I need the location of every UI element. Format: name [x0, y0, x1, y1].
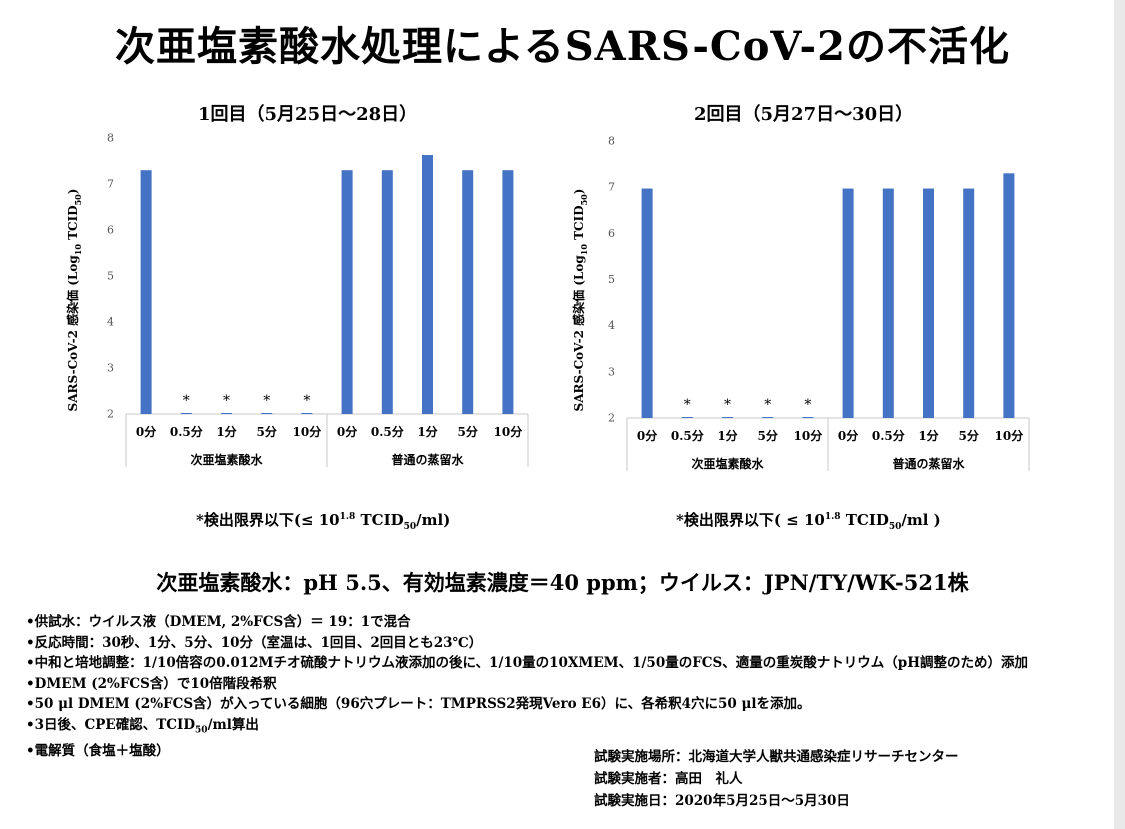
- y-tick-label: 4: [107, 316, 114, 329]
- bar: [681, 417, 693, 418]
- x-tick-label: 0.5分: [872, 428, 905, 443]
- below-detection-marker: *: [804, 397, 811, 413]
- x-tick-label: 5分: [959, 428, 979, 443]
- y-tick-label: 6: [608, 227, 615, 240]
- chart-1: 2 3 4 5 6 7 8 0分 0.5分 * 1分 * 5分 * 10分 * 0分 0.5分 1分 5分 10分次亜塩…: [107, 132, 529, 467]
- x-tick-label: 0分: [136, 424, 156, 439]
- page-edge: [1114, 0, 1125, 829]
- chart2-y-axis-label: SARS-CoV-2 感染価 (Log10 TCID50): [571, 189, 589, 412]
- below-detection-marker: *: [183, 393, 190, 409]
- chart2-title: 2回目（5月27日～30日）: [694, 104, 914, 125]
- bullet-item: •中和と培地調整：1/10倍容の0.012Mチオ硫酸ナトリウム液添加の後に、1/…: [26, 655, 1028, 672]
- y-tick-label: 8: [107, 132, 114, 145]
- group-label: 次亜塩素酸水: [691, 456, 764, 471]
- chart1-title: 1回目（5月25日～28日）: [198, 104, 418, 125]
- bullet-item: •電解質（食塩＋塩酸）: [26, 743, 170, 760]
- x-tick-label: 10分: [794, 428, 823, 443]
- below-detection-marker: *: [223, 393, 230, 409]
- x-tick-label: 0.5分: [170, 424, 203, 439]
- below-detection-marker: *: [263, 393, 270, 409]
- test-location: 試験実施場所：北海道大学人獣共通感染症リサーチセンター: [594, 749, 959, 765]
- y-tick-label: 3: [107, 362, 114, 375]
- x-tick-label: 10分: [494, 424, 523, 439]
- chart-2: 2 3 4 5 6 7 8 0分 0.5分 * 1分 * 5分 * 10分 * 0分 0.5分 1分 5分 10分次亜塩…: [608, 135, 1030, 471]
- y-tick-label: 6: [107, 224, 114, 237]
- test-conditions: 次亜塩素酸水：pH 5.5、有効塩素濃度＝40 ppm；ウイルス：JPN/TY/…: [156, 570, 969, 595]
- method-bullet-list: •供試水：ウイルス液（DMEM, 2%FCS含）＝ 19：1で混合 •反応時間：…: [26, 612, 1028, 762]
- y-tick-label: 3: [608, 365, 615, 378]
- below-detection-marker: *: [303, 393, 310, 409]
- test-info: 試験実施場所：北海道大学人獣共通感染症リサーチセンター 試験実施者：高田 礼人 …: [594, 746, 959, 812]
- below-detection-marker: *: [684, 397, 691, 413]
- x-tick-label: 5分: [758, 428, 778, 443]
- bar: [140, 170, 152, 414]
- bullet-item: •反応時間：30秒、1分、5分、10分（室温は、1回目、2回目とも23℃）: [26, 634, 483, 651]
- y-tick-label: 8: [608, 135, 615, 148]
- bar: [462, 170, 474, 414]
- bar: [422, 155, 433, 414]
- group-label: 普通の蒸留水: [391, 452, 464, 467]
- bar: [502, 170, 514, 414]
- x-tick-label: 5分: [458, 424, 478, 439]
- x-tick-label: 1分: [918, 428, 938, 443]
- x-tick-label: 0分: [637, 428, 657, 443]
- bar: [762, 417, 774, 418]
- group-label: 普通の蒸留水: [892, 456, 965, 471]
- bar: [341, 170, 353, 414]
- x-tick-label: 0分: [838, 428, 858, 443]
- y-tick-label: 5: [608, 273, 615, 286]
- bullet-item: •供試水：ウイルス液（DMEM, 2%FCS含）＝ 19：1で混合: [26, 614, 411, 630]
- x-tick-label: 0.5分: [371, 424, 404, 439]
- bar: [381, 170, 393, 414]
- bullet-item: •3日後、CPE確認、TCID50/ml算出: [26, 716, 259, 736]
- test-date: 試験実施日：2020年5月25日～5月30日: [594, 793, 850, 809]
- y-tick-label: 5: [107, 270, 114, 283]
- bar: [722, 417, 733, 418]
- bar: [301, 413, 313, 414]
- bar: [261, 413, 273, 414]
- bar: [180, 413, 192, 414]
- chart1-y-axis-label: SARS-CoV-2 感染価 (Log10 TCID50): [65, 189, 83, 412]
- test-person: 試験実施者：高田 礼人: [594, 771, 743, 787]
- x-tick-label: 5分: [257, 424, 277, 439]
- x-tick-label: 1分: [216, 424, 236, 439]
- x-tick-label: 10分: [293, 424, 322, 439]
- y-tick-label: 7: [608, 181, 615, 194]
- x-tick-label: 1分: [417, 424, 437, 439]
- y-tick-label: 2: [107, 408, 114, 421]
- page-title: 次亜塩素酸水処理によるSARS-CoV-2の不活化: [115, 23, 1010, 70]
- chart1-footnote: *検出限界以下(≤ 101.8 TCID50/ml): [196, 511, 451, 532]
- below-detection-marker: *: [724, 397, 731, 413]
- bar: [882, 188, 894, 418]
- bar: [1003, 173, 1015, 418]
- bar: [221, 413, 232, 414]
- x-tick-label: 0分: [337, 424, 357, 439]
- bar: [641, 188, 653, 418]
- y-tick-label: 2: [608, 412, 615, 425]
- x-tick-label: 1分: [717, 428, 737, 443]
- bullet-item: •50 μl DMEM (2%FCS含）が入っている細胞（96穴プレート：TMP…: [26, 696, 811, 713]
- group-label: 次亜塩素酸水: [190, 452, 263, 467]
- chart2-footnote: *検出限界以下( ≤ 101.8 TCID50/ml ): [676, 511, 941, 532]
- y-tick-label: 7: [107, 178, 114, 191]
- bullet-item: •DMEM (2%FCS含）で10倍階段希釈: [26, 675, 277, 692]
- x-tick-label: 10分: [995, 428, 1024, 443]
- y-tick-label: 4: [608, 319, 615, 332]
- below-detection-marker: *: [764, 397, 771, 413]
- bar: [963, 188, 975, 418]
- bar: [802, 417, 814, 418]
- bar: [923, 188, 934, 418]
- x-tick-label: 0.5分: [671, 428, 704, 443]
- bar: [842, 188, 854, 418]
